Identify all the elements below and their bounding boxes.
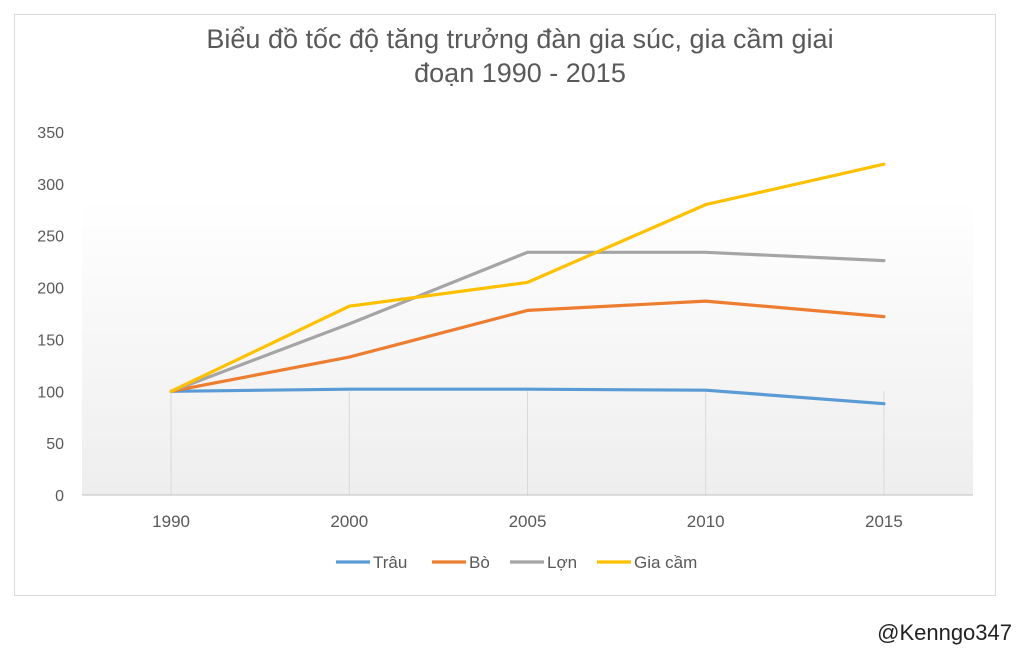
y-tick-label: 0 (55, 488, 64, 505)
y-tick-label: 300 (37, 177, 64, 194)
y-tick-label: 250 (37, 229, 64, 246)
y-tick-label: 350 (37, 125, 64, 142)
chart-title-line: Biểu đồ tốc độ tăng trưởng đàn gia súc, … (206, 24, 833, 54)
x-tick-label: 2000 (330, 512, 368, 531)
legend-label: Gia cầm (634, 553, 697, 572)
y-tick-label: 100 (37, 384, 64, 401)
series-line-lợn (169, 250, 886, 393)
y-tick-label: 200 (37, 281, 64, 298)
legend-label: Bò (469, 553, 490, 572)
series-line-gia-cầm (169, 162, 886, 393)
x-tick-label: 2010 (687, 512, 725, 531)
y-tick-label: 50 (46, 436, 64, 453)
chart-title-line: đoạn 1990 - 2015 (414, 58, 626, 88)
series-line-trâu (169, 387, 886, 406)
x-tick-label: 2005 (509, 512, 547, 531)
x-tick-label: 1990 (152, 512, 190, 531)
legend-label: Trâu (373, 553, 407, 572)
x-tick-label: 2015 (865, 512, 903, 531)
watermark: @Kenngo347 (877, 620, 1012, 645)
legend-label: Lợn (547, 553, 577, 572)
series-line-bò (169, 299, 886, 393)
y-tick-label: 150 (37, 332, 64, 349)
